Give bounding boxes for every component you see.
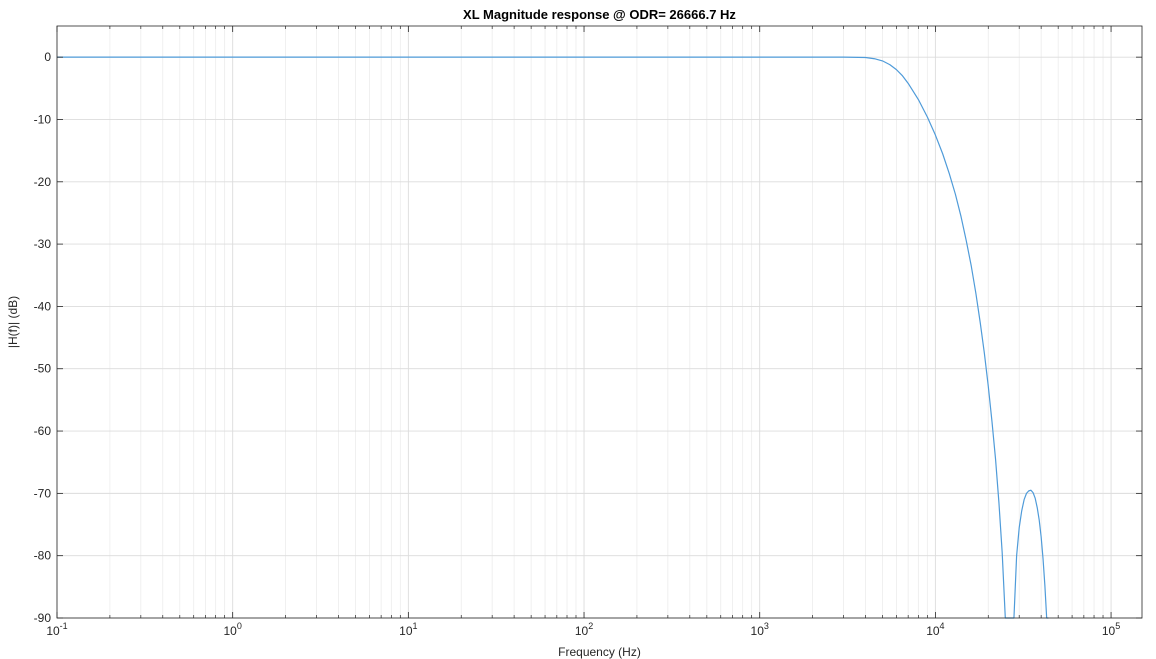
x-tick-label: 104 [926,621,944,638]
y-tick-label: -70 [34,486,52,500]
chart-title: XL Magnitude response @ ODR= 26666.7 Hz [463,7,736,22]
axis-ticks [56,26,1142,619]
y-tick-label: 0 [44,50,51,64]
y-axis-label: |H(f)| (dB) [6,296,20,348]
y-tick-label: -10 [34,112,52,126]
y-tick-label: -60 [34,424,52,438]
x-tick-label: 10-1 [46,621,67,638]
series-line [57,56,1049,619]
x-tick-label: 105 [1102,621,1120,638]
y-tick-labels: 0 -10 -20 -30 -40 -50 -60 -70 -80 -90 [34,50,52,625]
x-tick-labels: 10-1 100 101 102 103 104 105 [46,621,1120,638]
y-tick-label: -90 [34,611,52,625]
minor-grid [109,26,1104,618]
y-tick-label: -30 [34,237,52,251]
y-tick-label: -50 [34,362,52,376]
x-tick-label: 101 [399,621,417,638]
series-layer [57,56,1049,619]
x-tick-label: 103 [751,621,769,638]
y-tick-label: -20 [34,175,52,189]
x-tick-label: 102 [575,621,593,638]
x-axis-label: Frequency (Hz) [558,645,641,659]
y-tick-label: -80 [34,549,52,563]
x-tick-label: 100 [223,621,241,638]
plot-frame [56,25,1143,619]
y-tick-label: -40 [34,299,52,313]
plot-area [57,26,1142,618]
